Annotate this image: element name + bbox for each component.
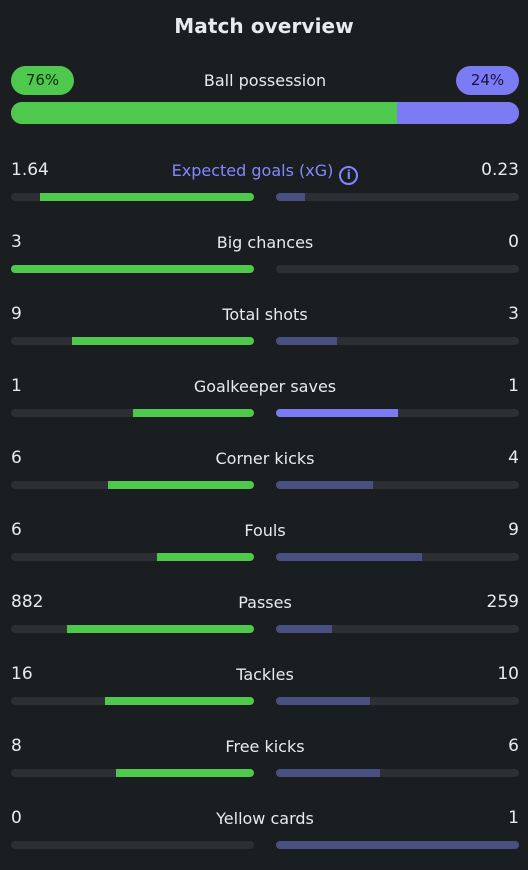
away-stat-bar: [276, 265, 519, 273]
home-stat-fill: [104, 697, 254, 705]
away-value: 0: [508, 232, 519, 252]
away-value: 259: [486, 592, 519, 612]
away-stat-bar: [276, 409, 519, 417]
away-stat-bar: [276, 697, 519, 705]
stat-label-text: Expected goals (xG): [171, 161, 334, 180]
home-stat-fill: [66, 625, 254, 633]
stat-row: 8 Free kicks 6: [11, 736, 519, 784]
possession-bar: [11, 102, 519, 124]
possession-label: Ball possession: [203, 71, 327, 90]
home-stat-fill: [156, 553, 254, 561]
stat-label-text: Corner kicks: [215, 449, 315, 468]
stat-row: 6 Fouls 9: [11, 520, 519, 568]
home-stat-bar: [11, 553, 254, 561]
home-stat-bar: [11, 625, 254, 633]
stat-label-text: Passes: [238, 593, 292, 612]
home-value: 882: [11, 592, 44, 612]
stat-label-text: Fouls: [244, 521, 286, 540]
away-stat-fill: [276, 625, 332, 633]
home-value: 9: [11, 304, 22, 324]
away-stat-bar: [276, 481, 519, 489]
stat-row: 9 Total shots 3: [11, 304, 519, 352]
home-stat-bar: [11, 193, 254, 201]
home-stat-fill: [132, 409, 254, 417]
stat-label: Fouls: [11, 521, 519, 540]
stat-label-text: Tackles: [236, 665, 294, 684]
stat-row: 1.64 Expected goals (xG) i 0.23: [11, 160, 519, 208]
away-stat-fill: [276, 769, 381, 777]
away-possession-badge: 24%: [456, 66, 519, 95]
home-stat-bar: [11, 265, 254, 273]
stat-label: Corner kicks: [11, 449, 519, 468]
away-stat-fill: [276, 841, 519, 849]
home-stat-bar: [11, 409, 254, 417]
away-stat-fill: [276, 337, 337, 345]
away-value: 0.23: [481, 160, 519, 180]
home-stat-bar: [11, 481, 254, 489]
away-stat-fill: [276, 481, 374, 489]
home-stat-fill: [108, 481, 254, 489]
home-possession-fill: [11, 102, 398, 124]
stat-row: 16 Tackles 10: [11, 664, 519, 712]
section-title: Match overview: [174, 14, 354, 38]
stat-label[interactable]: Expected goals (xG) i: [11, 161, 519, 185]
stat-label: Yellow cards: [11, 809, 519, 828]
stat-label-text: Big chances: [216, 233, 314, 252]
home-stat-fill: [115, 769, 254, 777]
stat-label-text: Yellow cards: [216, 809, 314, 828]
stat-label: Big chances: [11, 233, 519, 252]
away-stat-fill: [276, 553, 422, 561]
home-value: 6: [11, 520, 22, 540]
away-stat-fill: [276, 409, 398, 417]
home-stat-fill: [40, 193, 254, 201]
away-value: 1: [508, 376, 519, 396]
stat-label: Total shots: [11, 305, 519, 324]
stat-label: Passes: [11, 593, 519, 612]
home-value: 1: [11, 376, 22, 396]
away-stat-fill: [276, 193, 306, 201]
away-stat-bar: [276, 625, 519, 633]
stat-label: Tackles: [11, 665, 519, 684]
home-value: 1.64: [11, 160, 49, 180]
away-value: 6: [508, 736, 519, 756]
home-stat-bar: [11, 337, 254, 345]
away-stat-fill: [276, 697, 370, 705]
stat-row: 882 Passes 259: [11, 592, 519, 640]
stat-row: 0 Yellow cards 1: [11, 808, 519, 856]
info-icon[interactable]: i: [339, 166, 359, 185]
home-stat-bar: [11, 841, 254, 849]
home-value: 6: [11, 448, 22, 468]
stat-row: 3 Big chances 0: [11, 232, 519, 280]
home-value: 16: [11, 664, 33, 684]
possession-header: 76% Ball possession 24%: [11, 66, 519, 96]
home-value: 0: [11, 808, 22, 828]
away-stat-bar: [276, 193, 519, 201]
home-possession-badge: 76%: [11, 66, 74, 95]
stat-row: 1 Goalkeeper saves 1: [11, 376, 519, 424]
stat-row: 6 Corner kicks 4: [11, 448, 519, 496]
away-stat-bar: [276, 769, 519, 777]
away-stat-bar: [276, 553, 519, 561]
away-stat-bar: [276, 337, 519, 345]
away-value: 9: [508, 520, 519, 540]
stat-label: Goalkeeper saves: [11, 377, 519, 396]
stat-label-text: Free kicks: [225, 737, 305, 756]
stat-label-text: Goalkeeper saves: [193, 377, 337, 396]
home-value: 3: [11, 232, 22, 252]
away-value: 3: [508, 304, 519, 324]
away-stat-bar: [276, 841, 519, 849]
home-stat-fill: [11, 265, 254, 273]
away-value: 10: [497, 664, 519, 684]
home-value: 8: [11, 736, 22, 756]
away-value: 4: [508, 448, 519, 468]
away-value: 1: [508, 808, 519, 828]
stat-label: Free kicks: [11, 737, 519, 756]
home-stat-fill: [71, 337, 254, 345]
stat-label-text: Total shots: [222, 305, 308, 324]
home-stat-bar: [11, 697, 254, 705]
home-stat-bar: [11, 769, 254, 777]
away-possession-fill: [397, 102, 519, 124]
